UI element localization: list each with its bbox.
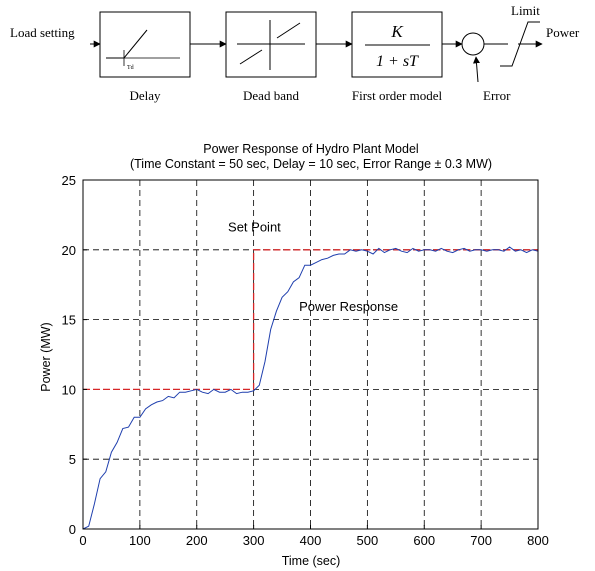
response-annotation: Power Response	[299, 299, 398, 314]
x-tick-label: 100	[129, 533, 151, 548]
x-tick-label: 800	[527, 533, 549, 548]
block-diagram: Load setting Td Delay Dead band K 1 + sT…	[10, 3, 580, 103]
chart-ticks: 0 100 200 300 400 500 600 700 800 0 5 10 15 20 25	[62, 173, 549, 548]
power-response-chart: Power Response of Hydro Plant Model (Tim…	[39, 142, 549, 568]
delay-label: Delay	[129, 88, 161, 103]
y-tick-label: 20	[62, 243, 76, 258]
tf-denominator: 1 + sT	[376, 53, 419, 70]
y-tick-label: 10	[62, 382, 76, 397]
power-response-line	[83, 247, 538, 529]
error-label: Error	[483, 88, 511, 103]
x-axis-label: Time (sec)	[282, 554, 341, 568]
y-tick-label: 25	[62, 173, 76, 188]
first-order-label: First order model	[352, 88, 443, 103]
y-tick-label: 0	[69, 522, 76, 537]
x-tick-label: 700	[470, 533, 492, 548]
tf-numerator: K	[390, 22, 404, 41]
x-tick-label: 200	[186, 533, 208, 548]
x-tick-label: 300	[243, 533, 265, 548]
y-axis-label: Power (MW)	[39, 322, 53, 391]
x-tick-label: 600	[413, 533, 435, 548]
chart-series	[83, 247, 538, 529]
limit-label: Limit	[511, 3, 540, 18]
delay-block	[100, 12, 190, 77]
chart-grid	[83, 180, 538, 529]
output-label: Power	[546, 25, 580, 40]
input-label: Load setting	[10, 25, 75, 40]
y-tick-label: 15	[62, 313, 76, 328]
setpoint-annotation: Set Point	[228, 220, 281, 235]
x-tick-label: 500	[357, 533, 379, 548]
delay-symbol: Td	[127, 65, 134, 71]
y-tick-label: 5	[69, 452, 76, 467]
x-tick-label: 0	[79, 533, 86, 548]
summing-junction	[462, 33, 484, 55]
chart-subtitle: (Time Constant = 50 sec, Delay = 10 sec,…	[130, 157, 492, 171]
deadband-label: Dead band	[243, 88, 299, 103]
chart-title: Power Response of Hydro Plant Model	[203, 142, 418, 156]
x-tick-label: 400	[300, 533, 322, 548]
error-arrow	[476, 57, 478, 82]
